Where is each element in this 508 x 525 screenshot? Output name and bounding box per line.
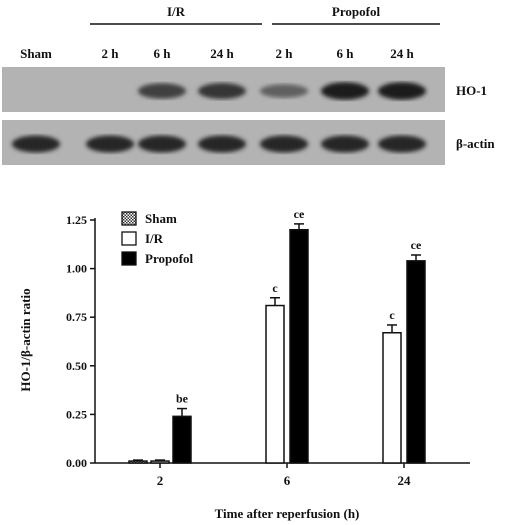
blot-lane-label: 2 h: [276, 46, 294, 61]
bar-i-r: [265, 304, 285, 464]
y-tick-label: 0.00: [66, 456, 87, 470]
legend-label: I/R: [145, 231, 164, 246]
blot-group-ir: I/R: [90, 4, 262, 25]
western-blot: I/R Propofol Sham 2 h 6 h 24 h 2 h 6 h 24 h HO…: [2, 4, 495, 165]
blot-band: [86, 135, 134, 153]
bar-chart: 0.00 0.25 0.50 0.75 1.00 1.25 2 6 24 be c ce c ce S…: [18, 207, 470, 521]
legend-swatch: [121, 251, 137, 266]
y-tick-label: 1.00: [66, 262, 87, 276]
legend-swatch: [121, 211, 137, 226]
blot-row-label: HO-1: [456, 83, 487, 98]
blot-group-ir-label: I/R: [167, 4, 186, 19]
blot-lane-label: 6 h: [154, 46, 172, 61]
x-axis-title: Time after reperfusion (h): [215, 506, 360, 521]
x-axis: 2 6 24: [95, 462, 470, 488]
blot-band: [198, 83, 246, 99]
blot-lane-label: 2 h: [102, 46, 120, 61]
blot-lane-labels: Sham 2 h 6 h 24 h 2 h 6 h 24 h: [20, 46, 414, 61]
legend: Sham I/R Propofol: [121, 211, 194, 266]
blot-band: [321, 135, 369, 153]
legend-label: Sham: [145, 211, 177, 226]
significance-label: ce: [411, 238, 422, 252]
blot-lane-label: Sham: [20, 46, 52, 61]
blot-band: [321, 82, 369, 100]
blot-band: [198, 135, 246, 153]
blot-band: [138, 83, 186, 99]
blot-row-beta-actin: β-actin: [2, 120, 495, 165]
blot-lane-label: 6 h: [337, 46, 355, 61]
blot-band: [260, 135, 308, 153]
legend-label: Propofol: [145, 251, 194, 266]
bar-sham: [128, 460, 148, 464]
bar-propofol: [289, 228, 309, 464]
y-axis: 0.00 0.25 0.50 0.75 1.00 1.25: [66, 213, 96, 470]
y-tick-label: 0.75: [66, 310, 87, 324]
legend-swatch: [121, 231, 137, 246]
blot-lane-label: 24 h: [210, 46, 234, 61]
significance-label: c: [272, 281, 278, 295]
blot-group-propofol-label: Propofol: [332, 4, 381, 19]
bar-i-r: [150, 460, 170, 464]
x-tick-label: 2: [157, 473, 164, 488]
significance-label: ce: [294, 207, 305, 221]
y-axis-title: HO-1/β-actin ratio: [18, 288, 33, 391]
blot-strips: HO-1 β-actin: [2, 67, 495, 165]
x-tick-label: 24: [398, 473, 412, 488]
x-tick-label: 6: [284, 473, 291, 488]
blot-band: [12, 135, 60, 153]
bar-propofol: [406, 260, 426, 464]
blot-band: [378, 135, 426, 153]
significance-label: be: [176, 392, 189, 406]
blot-band: [138, 135, 186, 153]
blot-row-ho-1: HO-1: [2, 67, 487, 112]
blot-band: [260, 84, 308, 98]
blot-row-label: β-actin: [456, 136, 495, 151]
y-tick-label: 1.25: [66, 213, 87, 227]
blot-band: [378, 82, 426, 100]
bar-i-r: [382, 332, 402, 464]
y-tick-label: 0.50: [66, 359, 87, 373]
blot-group-propofol: Propofol: [272, 4, 440, 25]
blot-lane-label: 24 h: [390, 46, 414, 61]
bar-propofol: [172, 415, 192, 464]
y-tick-label: 0.25: [66, 407, 87, 421]
bars: be c ce c ce: [128, 207, 426, 464]
significance-label: c: [389, 308, 395, 322]
